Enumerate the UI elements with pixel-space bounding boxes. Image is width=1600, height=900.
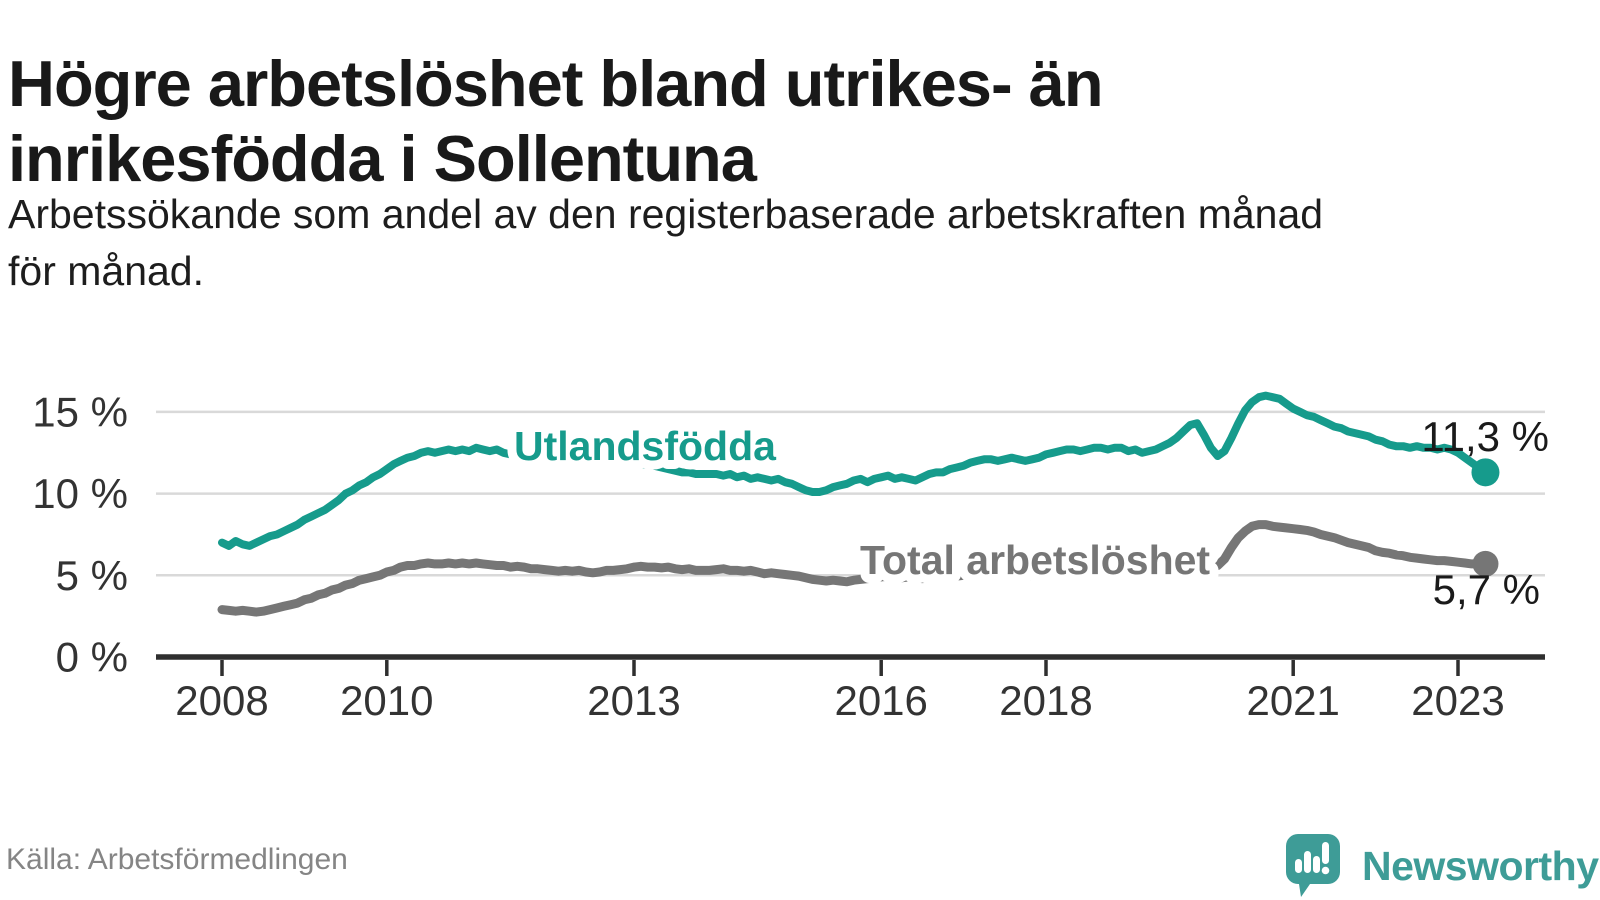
x-tick-label: 2008 bbox=[175, 677, 268, 724]
subtitle-line-2: för månad. bbox=[8, 247, 204, 294]
subtitle-line-1: Arbetssökande som andel av den registerb… bbox=[8, 191, 1324, 237]
end-value-label-utlandsfodda: 11,3 % bbox=[1421, 413, 1549, 460]
y-tick-label: 5 % bbox=[56, 552, 128, 599]
x-tick-label: 2018 bbox=[999, 677, 1092, 724]
x-tick-label: 2013 bbox=[587, 677, 680, 724]
y-tick-label: 0 % bbox=[56, 634, 128, 681]
series-line-utlandsfodda bbox=[218, 391, 1490, 550]
series-label-total: Total arbetslöshet bbox=[860, 537, 1210, 583]
logo-exclamation-dot bbox=[1321, 866, 1330, 875]
end-value-label-total: 5,7 % bbox=[1433, 566, 1540, 613]
x-tick-label: 2021 bbox=[1246, 677, 1339, 724]
series-line-total bbox=[217, 520, 1490, 617]
title-line-2: inrikesfödda i Sollentuna bbox=[8, 121, 757, 195]
brand-name: Newsworthy bbox=[1362, 842, 1599, 889]
newsworthy-logo-icon bbox=[1286, 834, 1340, 897]
series-label-utlandsfodda: Utlandsfödda bbox=[514, 423, 777, 469]
x-tick-label: 2016 bbox=[834, 677, 927, 724]
page-title: Högre arbetslöshet bland utrikes- än inr… bbox=[8, 46, 1568, 197]
chart-subtitle: Arbetssökande som andel av den registerb… bbox=[8, 186, 1568, 299]
logo-bar-1 bbox=[1295, 859, 1302, 873]
series-end-dot-utlandsfodda bbox=[1471, 458, 1500, 487]
logo-bar-2 bbox=[1304, 851, 1311, 873]
brand-footer: Newsworthy bbox=[1286, 834, 1599, 898]
y-tick-label: 15 % bbox=[32, 388, 128, 435]
title-line-1: Högre arbetslöshet bland utrikes- än bbox=[8, 46, 1104, 120]
y-tick-label: 10 % bbox=[32, 470, 128, 517]
series-end-dot-total bbox=[1472, 550, 1499, 577]
logo-bar-3 bbox=[1313, 856, 1320, 873]
logo-exclamation-bar bbox=[1322, 842, 1329, 864]
x-tick-label: 2010 bbox=[340, 677, 433, 724]
source-note: Källa: Arbetsförmedlingen bbox=[6, 843, 348, 876]
x-tick-label: 2023 bbox=[1411, 677, 1504, 724]
